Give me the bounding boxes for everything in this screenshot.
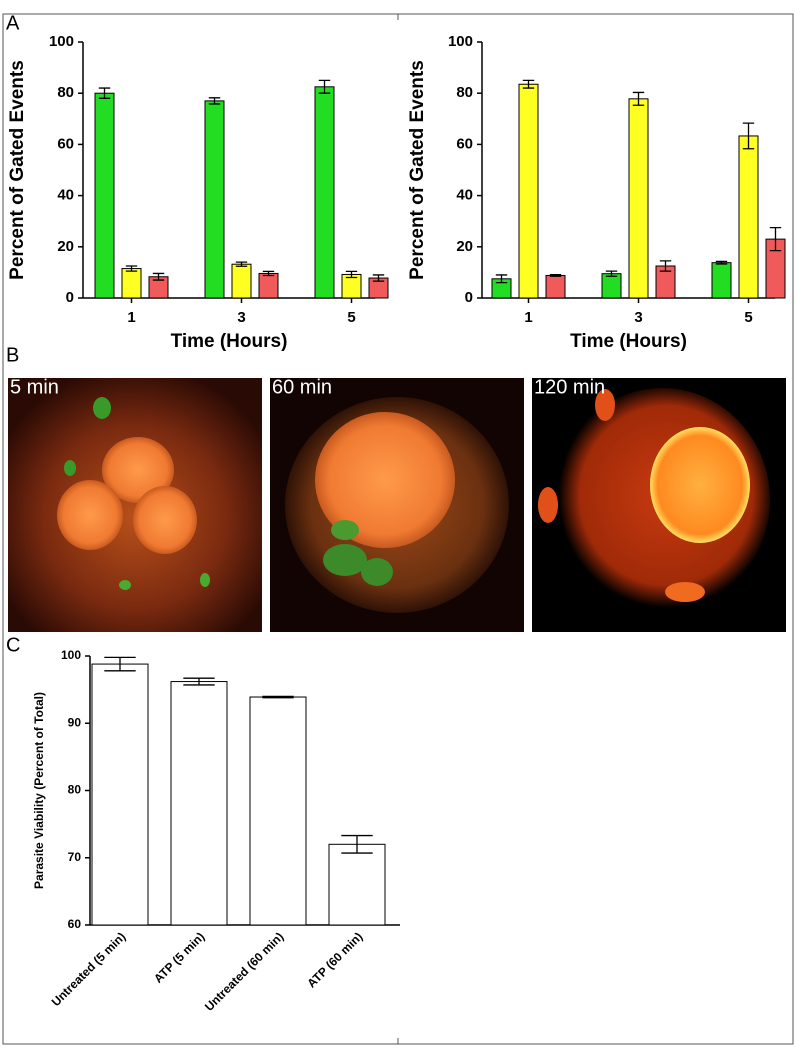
bar [258,272,279,299]
error-bar [104,656,136,672]
panel-label: B [6,344,19,366]
error-bar [262,270,275,277]
bar [328,843,386,926]
error-bar [715,260,728,265]
bar [518,83,539,299]
bar [94,92,115,299]
y-tick-label: 80 [68,783,82,797]
error-bar [262,695,294,699]
image-label: 120 min [534,376,605,398]
y-tick-label: 70 [68,850,82,864]
error-bar [769,226,782,252]
y-tick-label: 80 [57,84,74,101]
bar [121,268,142,299]
error-bar [208,97,221,105]
y-tick-label: 0 [465,289,473,306]
micrograph: 60 min [270,376,524,632]
error-bar [372,274,385,282]
y-tick-label: 100 [49,33,74,50]
y-tick-label: 60 [456,135,473,152]
error-bar [183,677,215,686]
panel-label: C [6,634,20,656]
error-bar [98,87,111,99]
bar [738,135,759,299]
bar [545,274,566,299]
y-tick-label: 100 [448,33,473,50]
y-axis-label: Parasite Viability (Percent of Total) [32,692,46,889]
y-tick-label: 40 [456,187,473,204]
error-bar [522,79,535,89]
x-tick-label: Untreated (60 min) [202,929,286,1013]
y-tick-label: 60 [57,135,74,152]
error-bar [318,79,331,94]
bar [314,86,335,299]
x-tick-label: 5 [744,309,752,326]
x-tick-label: ATP (5 min) [151,929,207,985]
bar [204,100,225,299]
error-bar [345,270,358,279]
error-bar [152,272,165,281]
y-axis-label: Percent of Gated Events [7,60,28,280]
error-bar [495,274,508,284]
y-axis-label: Percent of Gated Events [407,60,428,280]
image-label: 5 min [10,376,59,398]
y-tick-label: 90 [68,715,82,729]
x-tick-label: 3 [634,309,642,326]
bar [601,273,622,299]
y-tick-label: 0 [66,289,74,306]
y-tick-label: 40 [57,187,74,204]
bar [231,263,252,299]
micrograph: 120 min [532,376,786,632]
error-bar [125,265,138,272]
panel-label: A [6,12,20,34]
image-label: 60 min [272,376,332,398]
error-bar [549,274,562,277]
x-tick-label: 3 [237,309,245,326]
error-bar [235,261,248,267]
x-tick-label: ATP (60 min) [304,929,365,990]
x-tick-label: 1 [524,309,532,326]
y-tick-label: 80 [456,84,473,101]
bar [711,262,732,299]
error-bar [632,91,645,106]
y-tick-label: 60 [68,917,82,931]
bar [249,696,307,926]
y-tick-label: 20 [456,238,473,255]
x-tick-label: Untreated (5 min) [49,929,129,1009]
x-tick-label: 1 [127,309,135,326]
bar [170,681,228,926]
x-axis-label: Time (Hours) [171,331,288,352]
micrograph: 5 min [8,376,262,632]
error-bar [341,834,373,854]
bar [628,98,649,299]
error-bar [659,260,672,272]
y-tick-label: 20 [57,238,74,255]
y-tick-label: 100 [61,648,81,662]
x-axis-label: Time (Hours) [570,331,687,352]
bar [91,663,149,926]
x-tick-label: 5 [347,309,355,326]
error-bar [742,122,755,150]
error-bar [605,270,618,277]
